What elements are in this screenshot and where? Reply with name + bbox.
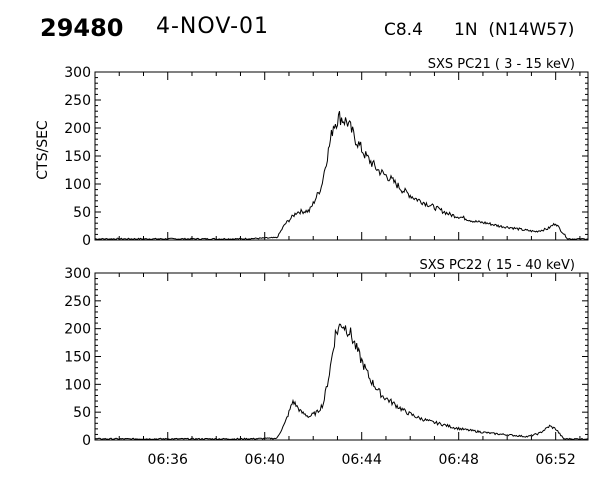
x-tick-label: 06:36: [148, 452, 188, 468]
y-tick-label: 150: [64, 350, 91, 366]
x-tick-label: 06:40: [245, 452, 285, 468]
event-number: 29480: [40, 14, 124, 42]
goes-class: C8.4: [384, 20, 423, 40]
series-title: SXS PC22 ( 15 - 40 keV): [419, 258, 575, 273]
y-tick-label: 200: [64, 121, 91, 137]
x-tick-label: 06:48: [439, 452, 479, 468]
y-tick-label: 50: [73, 205, 91, 221]
heliographic-location: (N14W57): [488, 20, 575, 40]
plot-frame: [94, 71, 589, 241]
y-tick-label: 150: [64, 149, 91, 165]
y-tick-label: 100: [64, 377, 91, 393]
series-line: [94, 111, 589, 241]
y-tick-label: 50: [73, 405, 91, 421]
series-title: SXS PC21 ( 3 - 15 keV): [428, 57, 575, 72]
y-tick-label: 250: [64, 294, 91, 310]
event-date: 4-NOV-01: [156, 14, 270, 39]
y-tick-label: 0: [82, 433, 91, 449]
y-tick-label: 250: [64, 93, 91, 109]
y-tick-label: 300: [64, 266, 91, 282]
x-tick-label: 06:52: [535, 452, 575, 468]
x-tick-label: 06:44: [342, 452, 382, 468]
y-tick-label: 300: [64, 65, 91, 81]
y-axis-label: CTS/SEC: [35, 120, 51, 180]
plot-frame: [94, 272, 589, 441]
h-alpha-class: 1N: [454, 20, 478, 40]
flare-location: 1N (N14W57): [454, 20, 574, 40]
y-tick-label: 100: [64, 177, 91, 193]
y-tick-label: 200: [64, 322, 91, 338]
series-line: [94, 323, 588, 441]
y-tick-label: 0: [82, 233, 91, 249]
